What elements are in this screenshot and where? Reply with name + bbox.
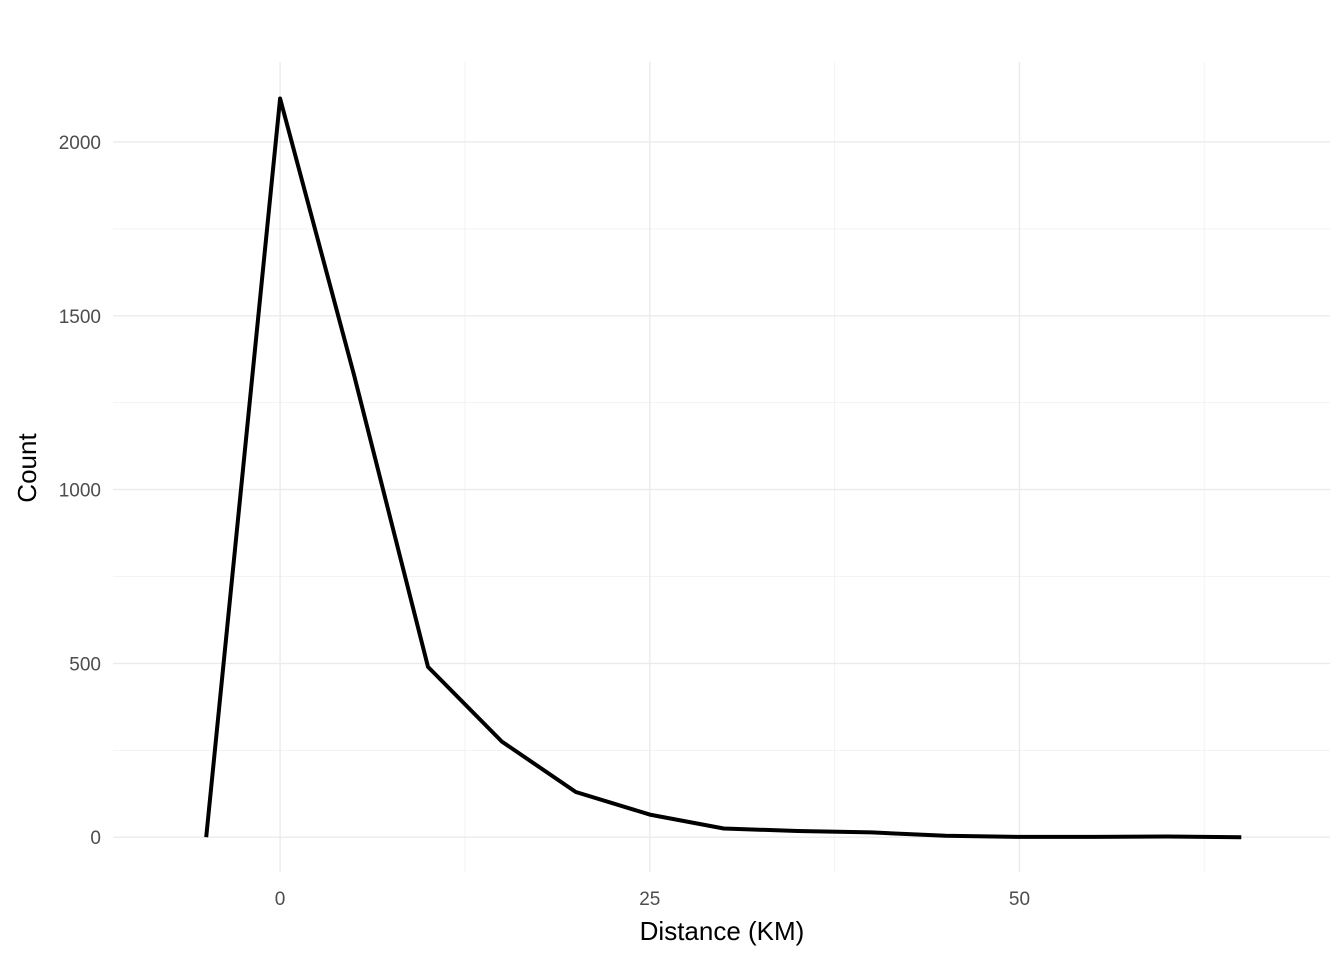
- y-tick-label: 0: [90, 828, 101, 849]
- minor-gridlines: [113, 62, 1330, 872]
- x-tick-label: 50: [1009, 889, 1030, 910]
- y-tick-label: 2000: [59, 133, 101, 154]
- series-layer: [204, 96, 1242, 840]
- y-axis-title: Count: [12, 433, 42, 503]
- y-tick-label: 1500: [59, 307, 101, 328]
- x-axis-title: Distance (KM): [640, 916, 805, 946]
- x-axis-tick-labels: 0 25 50: [275, 889, 1030, 910]
- series-line: [204, 96, 1242, 840]
- x-tick-label: 25: [639, 889, 660, 910]
- y-tick-label: 1000: [59, 481, 101, 502]
- y-axis-tick-labels: 0 500 1000 1500 2000: [59, 133, 101, 849]
- major-gridlines: [113, 62, 1330, 872]
- x-tick-label: 0: [275, 889, 286, 910]
- y-tick-label: 500: [69, 654, 101, 675]
